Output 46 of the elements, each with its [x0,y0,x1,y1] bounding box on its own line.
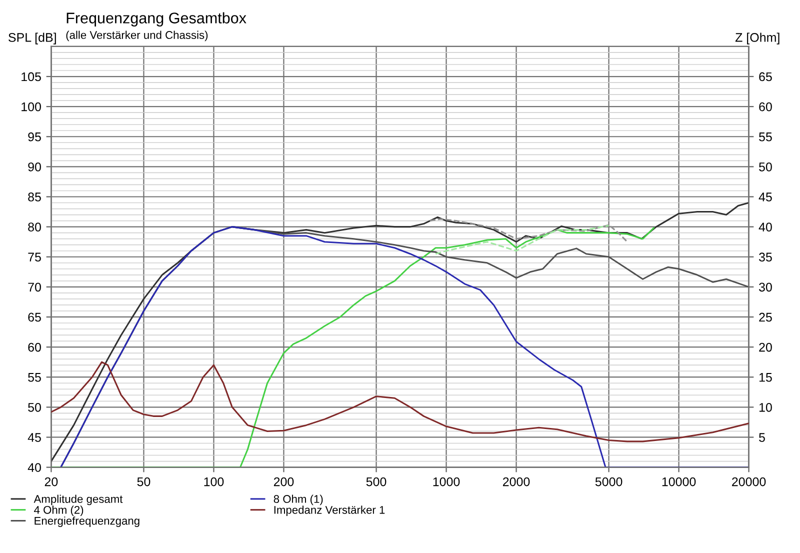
y2-tick-label: 40 [758,222,772,232]
y-axis-title: SPL [dB] [8,32,56,44]
x-tick-label: 1000 [433,477,460,486]
y-tick-label: 45 [28,433,41,442]
y-tick-label: 100 [22,102,41,112]
y2-axis-title: Z [Ohm] [735,32,780,44]
x-tick-label: 20000 [732,477,766,486]
y2-tick-label: 35 [759,252,772,262]
y-tick-label: 105 [22,72,41,82]
y2-tick-label: 20 [759,342,772,352]
y-tick-label: 90 [28,162,41,172]
legend-label: 8 Ohm (1) [274,494,323,506]
legend-label: Energiefrequenzgang [34,516,140,527]
y-tick-label: 95 [28,132,41,142]
y-tick-label: 60 [28,342,41,352]
x-tick-label: 10000 [662,477,696,486]
chart-subtitle: (alle Verstärker und Chassis) [66,30,208,42]
legend-label: Impedanz Verstärker 1 [274,506,385,516]
legend-label: 4 Ohm (2) [34,506,84,516]
y2-tick-label: 30 [759,282,772,292]
x-tick-label: 100 [204,477,224,486]
y-tick-label: 85 [28,192,41,202]
chart-title: Frequenzgang Gesamtbox [66,12,246,26]
x-tick-label: 2000 [502,477,530,486]
y2-tick-label: 15 [759,373,772,382]
y2-tick-label: 55 [759,132,772,142]
x-tick-label: 50 [137,477,150,486]
x-tick-label: 5000 [595,477,622,486]
y-tick-label: 40 [28,463,41,472]
y2-tick-label: 10 [759,402,772,412]
y-tick-label: 55 [28,373,41,382]
legend-label: Amplitude gesamt [34,494,123,506]
y2-tick-label: 60 [759,102,772,112]
y-tick-label: 75 [28,252,41,262]
y2-tick-label: 50 [759,162,772,172]
y-tick-label: 70 [28,282,41,292]
x-tick-label: 500 [366,477,386,486]
y2-tick-label: 25 [759,312,772,322]
x-tick-label: 200 [274,477,294,486]
y-tick-label: 80 [28,222,41,232]
y2-tick-label: 65 [759,72,772,82]
y-tick-label: 65 [28,312,41,322]
y-tick-label: 50 [28,402,41,412]
y2-tick-label: 5 [759,433,765,442]
x-tick-label: 20 [44,477,58,486]
y2-tick-label: 45 [758,192,772,202]
